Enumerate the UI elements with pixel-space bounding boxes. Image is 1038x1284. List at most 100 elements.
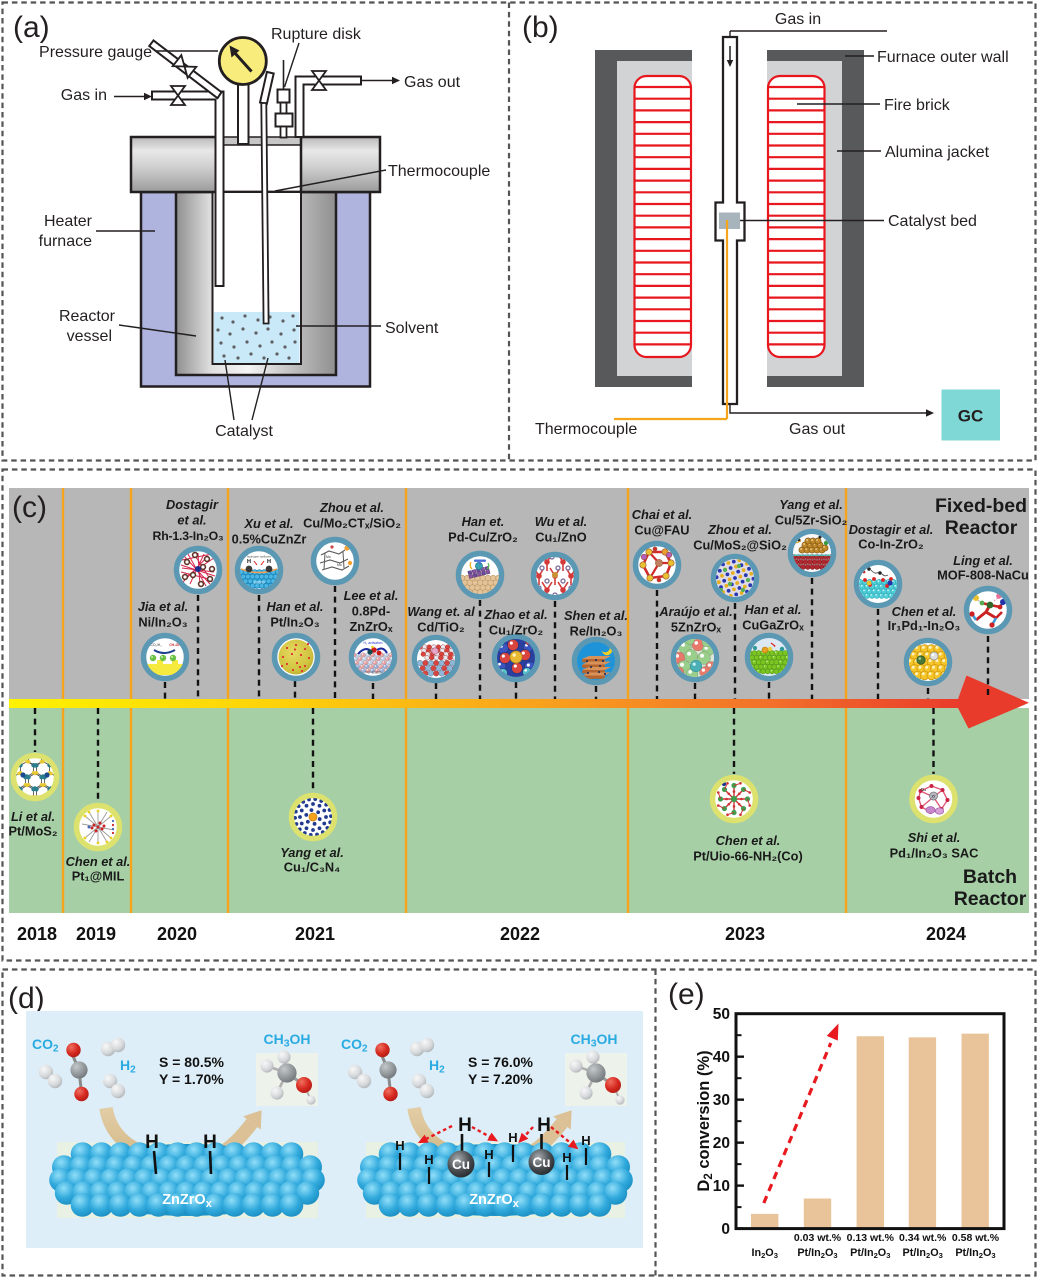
svg-text:Gas out: Gas out xyxy=(404,74,461,91)
svg-text:2024: 2024 xyxy=(926,924,966,944)
svg-text:CO2: CO2 xyxy=(32,1036,59,1055)
svg-text:Xu et al.: Xu et al. xyxy=(243,516,293,531)
svg-text:MOF-808-NaCu: MOF-808-NaCu xyxy=(937,568,1029,583)
svg-text:H: H xyxy=(424,1152,433,1167)
svg-text:(d): (d) xyxy=(8,982,45,1015)
svg-text:Thermocouple: Thermocouple xyxy=(535,421,637,438)
svg-text:Lee et al.: Lee et al. xyxy=(344,588,399,603)
svg-text:S = 76.0%: S = 76.0% xyxy=(468,1054,534,1070)
svg-text:CO2: CO2 xyxy=(341,1036,368,1055)
svg-text:CH₃OH: CH₃OH xyxy=(169,643,181,647)
svg-text:ZnZrO: ZnZrO xyxy=(253,581,264,585)
svg-text:Zhou et al.: Zhou et al. xyxy=(707,522,772,537)
svg-text:Mo: Mo xyxy=(337,563,342,567)
svg-text:Reactor: Reactor xyxy=(954,888,1027,910)
svg-text:Thermocouple: Thermocouple xyxy=(388,163,490,180)
svg-text:hydrogen spillover: hydrogen spillover xyxy=(247,555,271,559)
svg-text:0.13 wt.%: 0.13 wt.% xyxy=(847,1232,895,1244)
svg-text:Gas in: Gas in xyxy=(775,11,821,28)
svg-text:Han et al.: Han et al. xyxy=(267,599,324,614)
svg-text:H: H xyxy=(562,1150,571,1165)
svg-text:5ZnZrOₓ: 5ZnZrOₓ xyxy=(671,620,722,635)
svg-text:Re/In₂O₃: Re/In₂O₃ xyxy=(570,624,623,639)
svg-text:10: 10 xyxy=(713,1178,730,1195)
svg-text:Shen et al.: Shen et al. xyxy=(564,608,628,623)
svg-text:20: 20 xyxy=(713,1135,730,1152)
svg-text:CuGaZrOₓ: CuGaZrOₓ xyxy=(742,618,804,633)
svg-text:(e): (e) xyxy=(668,978,705,1011)
svg-text:Alumina jacket: Alumina jacket xyxy=(885,144,990,161)
svg-text:et al.: et al. xyxy=(177,513,206,528)
svg-text:0: 0 xyxy=(721,1221,730,1238)
svg-text:Ir₁Pd₁-In₂O₃: Ir₁Pd₁-In₂O₃ xyxy=(888,618,961,633)
svg-text:Solvent: Solvent xyxy=(385,320,439,337)
svg-text:Gas out: Gas out xyxy=(789,421,846,438)
svg-text:Mo: Mo xyxy=(326,555,331,559)
svg-text:H: H xyxy=(508,1130,517,1145)
svg-text:Fixed-bed: Fixed-bed xyxy=(935,495,1027,517)
svg-text:Zhao et al.: Zhao et al. xyxy=(483,607,547,622)
svg-text:0.8Pd-: 0.8Pd- xyxy=(352,604,390,619)
svg-text:H: H xyxy=(145,1132,159,1153)
svg-text:Catalyst bed: Catalyst bed xyxy=(888,213,977,230)
svg-text:Pt/In2O3: Pt/In2O3 xyxy=(903,1247,943,1260)
svg-text:Pt/In2O3: Pt/In2O3 xyxy=(955,1247,995,1260)
svg-text:H: H xyxy=(537,1115,551,1136)
svg-text:Pt/In2O3: Pt/In2O3 xyxy=(797,1247,837,1260)
svg-text:Cu₁/ZnO: Cu₁/ZnO xyxy=(535,530,587,545)
svg-text:Cu/MoS₂@SiO₂: Cu/MoS₂@SiO₂ xyxy=(693,538,787,553)
svg-text:Pt/In₂O₃: Pt/In₂O₃ xyxy=(270,615,319,630)
svg-text:Chen et al.: Chen et al. xyxy=(716,833,781,848)
svg-text:Y = 7.20%: Y = 7.20% xyxy=(468,1071,533,1087)
svg-text:(c): (c) xyxy=(12,491,47,524)
svg-text:Zr: Zr xyxy=(932,794,936,799)
svg-text:(a): (a) xyxy=(13,11,50,44)
svg-text:H: H xyxy=(203,1132,217,1153)
svg-text:Rupture disk: Rupture disk xyxy=(271,26,362,43)
svg-text:Zhou et al.: Zhou et al. xyxy=(319,500,384,515)
svg-text:Batch: Batch xyxy=(963,866,1017,888)
svg-text:Jia et al.: Jia et al. xyxy=(138,599,189,614)
svg-text:40: 40 xyxy=(713,1049,730,1066)
svg-text:Cu₁/C₃N₄: Cu₁/C₃N₄ xyxy=(284,860,340,875)
svg-text:O₄: O₄ xyxy=(921,787,927,792)
svg-text:Cu/5Zr-SiO₂: Cu/5Zr-SiO₂ xyxy=(775,513,848,528)
svg-text:Pressure gauge: Pressure gauge xyxy=(39,44,152,61)
svg-text:furnace: furnace xyxy=(39,233,92,250)
svg-text:H: H xyxy=(581,1133,590,1148)
svg-text:Pd¹-ZnZrOₓ: Pd¹-ZnZrOₓ xyxy=(365,671,383,675)
svg-text:50: 50 xyxy=(713,1006,730,1023)
svg-text:Y = 1.70%: Y = 1.70% xyxy=(159,1071,224,1087)
svg-text:H: H xyxy=(458,1115,472,1136)
svg-text:Dostagir et al.: Dostagir et al. xyxy=(849,522,934,537)
svg-text:H: H xyxy=(484,1147,493,1162)
svg-text:0.5%CuZnZr: 0.5%CuZnZr xyxy=(232,532,307,547)
svg-text:30: 30 xyxy=(713,1092,730,1109)
svg-text:Co-In-ZrO₂: Co-In-ZrO₂ xyxy=(858,537,924,552)
svg-text:H: H xyxy=(267,559,271,565)
svg-text:Han et al.: Han et al. xyxy=(745,602,802,617)
svg-text:Araújo et al.: Araújo et al. xyxy=(658,604,732,619)
svg-text:Dostagir: Dostagir xyxy=(166,497,219,512)
svg-text:Cu@FAU: Cu@FAU xyxy=(634,523,689,538)
svg-text:ZnZrOx: ZnZrOx xyxy=(469,1192,520,1210)
svg-text:Pd-Cu/ZrO₂: Pd-Cu/ZrO₂ xyxy=(448,530,518,545)
svg-text:2018: 2018 xyxy=(17,924,57,944)
svg-text:Chai et al.: Chai et al. xyxy=(632,507,692,522)
svg-text:Ni/In₂O₃: Ni/In₂O₃ xyxy=(138,615,187,630)
svg-text:Cu₁/ZrO₂: Cu₁/ZrO₂ xyxy=(489,623,544,638)
svg-text:Furnace outer wall: Furnace outer wall xyxy=(877,49,1009,66)
svg-text:vessel: vessel xyxy=(67,328,112,345)
svg-text:Cu: Cu xyxy=(533,1155,551,1170)
svg-text:Cd/TiO₂: Cd/TiO₂ xyxy=(417,620,465,635)
svg-text:Ling et al.: Ling et al. xyxy=(953,553,1013,568)
svg-text:Heater: Heater xyxy=(44,213,93,230)
svg-text:CO₂/H₂: CO₂/H₂ xyxy=(150,643,162,647)
svg-text:0.58 wt.%: 0.58 wt.% xyxy=(952,1232,1000,1244)
svg-text:Reactor: Reactor xyxy=(59,308,116,325)
svg-text:In2O3: In2O3 xyxy=(751,1247,777,1260)
svg-text:Cu: Cu xyxy=(452,1157,470,1172)
svg-text:0.03 wt.%: 0.03 wt.% xyxy=(794,1232,842,1244)
svg-text:CH3OH: CH3OH xyxy=(263,1031,310,1050)
svg-text:Reactor: Reactor xyxy=(945,517,1018,539)
